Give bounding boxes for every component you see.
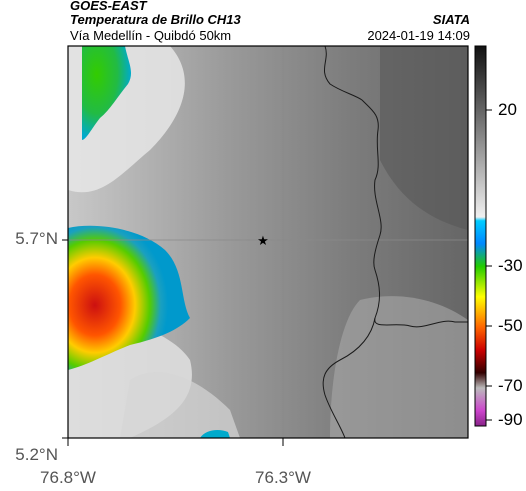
- cold-cloud-region-top: [82, 46, 132, 140]
- border-line: [323, 45, 468, 328]
- x-tick-label: 76.3°W: [255, 468, 311, 487]
- colorbar-tick-label: -30: [498, 256, 523, 275]
- product-title: Temperatura de Brillo CH13: [70, 12, 241, 27]
- y-tick-label: 5.7°N: [15, 229, 58, 248]
- x-tick-label: 76.8°W: [40, 468, 96, 487]
- y-tick-label: 5.2°N: [15, 445, 58, 464]
- satellite-name: GOES-EAST: [70, 0, 147, 13]
- border-line-south: [322, 317, 376, 439]
- organization-label: SIATA: [432, 12, 470, 27]
- timestamp: 2024-01-19 14:09: [367, 28, 470, 43]
- colorbar: [474, 45, 492, 427]
- star-icon: ★: [257, 234, 269, 249]
- colorbar-tick-label: -90: [498, 410, 523, 429]
- colorbar-tick-label: -70: [498, 376, 523, 395]
- axis-ticks: [62, 239, 284, 446]
- map-area: ★: [67, 45, 469, 439]
- region-subtitle: Vía Medellín - Quibdó 50km: [70, 28, 232, 43]
- cold-cloud-region: [68, 225, 190, 370]
- colorbar-tick-label: -50: [498, 316, 523, 335]
- colorbar-tick-label: 20: [498, 100, 517, 119]
